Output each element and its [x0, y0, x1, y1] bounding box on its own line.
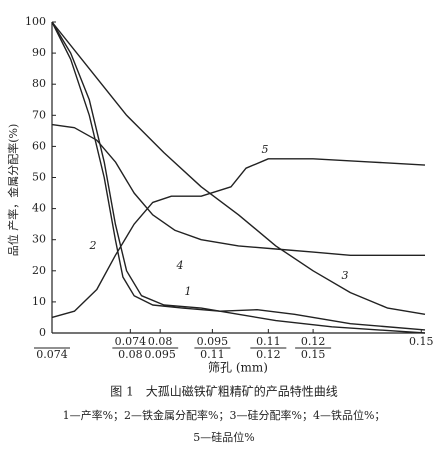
x-tick-label: 0.15: [301, 348, 326, 361]
legend-line: 5—硅品位%: [193, 430, 254, 444]
y-tick-label: 70: [32, 108, 46, 121]
y-tick-label: 40: [32, 202, 46, 215]
x-tick-label: 0.08: [118, 348, 143, 361]
y-tick-label: 60: [32, 139, 46, 152]
y-tick-label: 80: [32, 77, 46, 90]
y-tick-label: 90: [32, 46, 46, 59]
curve-label: 5: [262, 143, 269, 156]
line-series: [51, 21, 426, 315]
x-tick-label: 0.095: [144, 348, 176, 361]
y-axis-label: 品位 产率，金属分配率(%): [6, 124, 20, 257]
y-tick-label: 100: [25, 15, 46, 28]
curve-label: 3: [342, 269, 349, 282]
x-tick-label: 0.11: [200, 348, 225, 361]
x-tick-label: 0.095: [197, 335, 229, 348]
x-tick-label: 0.074: [36, 348, 68, 361]
x-tick-label: 0.12: [256, 348, 281, 361]
curve-label: 4: [176, 259, 184, 272]
line-series: [51, 123, 425, 256]
curve-label: 2: [89, 239, 97, 252]
y-tick-label: 20: [32, 264, 46, 277]
curve-label: 1: [185, 285, 192, 298]
x-tick-label: 0.074: [115, 335, 147, 348]
x-axis-label: 筛孔 (mm): [208, 360, 268, 375]
x-tick-label: 0.12: [301, 335, 326, 348]
y-tick-label: 10: [32, 295, 46, 308]
legend-line: 1—产率%；2—铁金属分配率%；3—硅分配率%；4—铁品位%；: [63, 408, 386, 422]
x-tick-label: 0.11: [256, 335, 281, 348]
x-tick-label: 0.08: [148, 335, 173, 348]
line-series: [51, 21, 426, 331]
y-tick-label: 30: [32, 233, 46, 246]
x-tick-label: 0.15: [409, 335, 434, 348]
y-tick-label: 50: [32, 171, 46, 184]
line-series: [51, 158, 426, 319]
line-series: [51, 21, 426, 334]
caption: 图 1 大孤山磁铁矿粗精矿的产品特性曲线: [110, 384, 337, 399]
y-tick-label: 0: [39, 326, 46, 339]
